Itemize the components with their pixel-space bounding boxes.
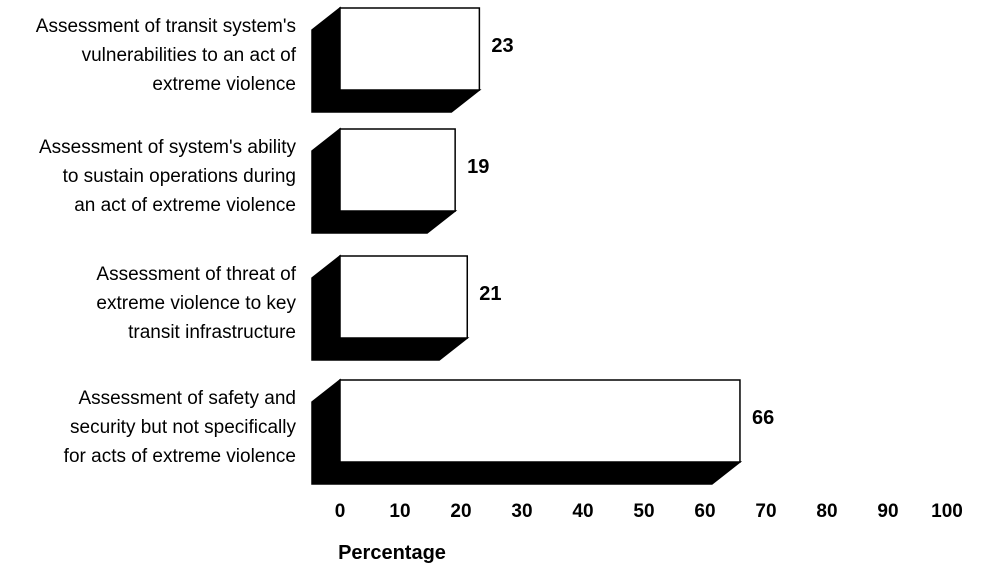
bars-group <box>311 6 743 485</box>
x-tick-label: 60 <box>694 501 715 522</box>
x-tick-label: 90 <box>877 501 898 522</box>
category-label-2: Assessment of system's ability to sustain… <box>39 137 297 216</box>
category-label-4: Assessment of safety and security but not… <box>64 388 297 467</box>
bar-4 <box>339 379 741 463</box>
value-label-1: 23 <box>491 35 513 57</box>
x-tick-label: 50 <box>633 501 654 522</box>
category-label-line: for acts of extreme violence <box>64 446 296 467</box>
category-label-line: Assessment of transit system's <box>36 16 296 37</box>
x-axis-title: Percentage <box>338 542 446 563</box>
category-label-line: extreme violence to key <box>96 293 296 314</box>
value-label-3: 21 <box>479 283 501 305</box>
bar-3 <box>339 255 469 339</box>
x-tick-label: 70 <box>755 501 776 522</box>
x-tick-label: 0 <box>335 501 346 522</box>
category-label-line: extreme violence <box>152 74 296 95</box>
bar-2 <box>339 128 456 212</box>
category-label-line: Assessment of threat of <box>96 264 296 285</box>
x-tick-label: 10 <box>389 501 410 522</box>
category-label-line: an act of extreme violence <box>74 195 296 216</box>
category-label-line: transit infrastructure <box>128 322 296 343</box>
value-label-2: 19 <box>467 156 489 178</box>
value-labels: 23 19 21 66 <box>467 35 774 429</box>
category-label-1: Assessment of transit system's vulnerabil… <box>36 16 297 95</box>
category-label-line: Assessment of system's ability <box>39 137 297 158</box>
category-label-line: Assessment of safety and <box>78 388 296 409</box>
x-tick-label: 20 <box>450 501 471 522</box>
x-tick-label: 30 <box>511 501 532 522</box>
category-label-line: security but not specifically <box>70 417 296 438</box>
x-axis-ticks: 0 10 20 30 40 50 60 70 80 90 100 <box>335 501 963 522</box>
value-label-4: 66 <box>752 407 774 429</box>
x-tick-label: 80 <box>816 501 837 522</box>
category-label-line: vulnerabilities to an act of <box>82 45 297 66</box>
bar-1 <box>339 7 481 91</box>
category-label-line: to sustain operations during <box>63 166 296 187</box>
category-labels: Assessment of transit system's vulnerabil… <box>36 16 297 467</box>
category-label-3: Assessment of threat of extreme violence … <box>96 264 296 343</box>
x-tick-label: 100 <box>931 501 963 522</box>
x-tick-label: 40 <box>572 501 593 522</box>
